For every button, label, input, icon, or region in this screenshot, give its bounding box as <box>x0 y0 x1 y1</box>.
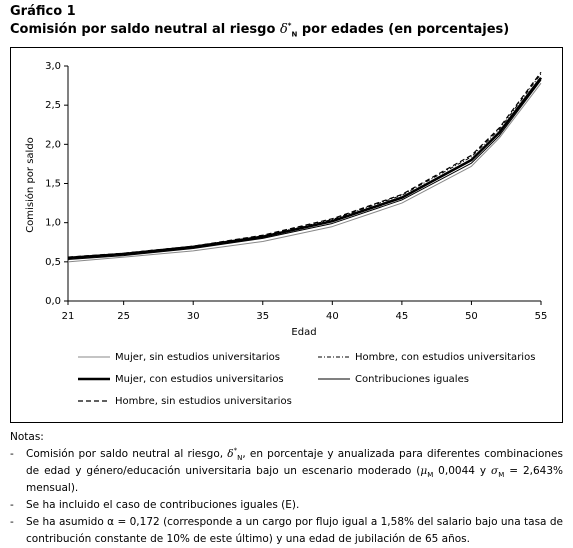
series-line <box>67 71 542 258</box>
note-text: Comisión por saldo neutral al riesgo, <box>26 448 228 460</box>
subtitle-symbol: δ <box>279 22 288 37</box>
note-text: Se ha incluido el caso de contribuciones… <box>26 499 300 511</box>
legend-label: Hombre, sin estudios universitarios <box>115 396 292 407</box>
subtitle-sub: N <box>291 30 298 39</box>
x-tick-label: 35 <box>256 311 269 322</box>
note-text: = 2,643% mensual). <box>26 465 563 494</box>
note-symbol: σ <box>491 465 499 477</box>
note-sub: N <box>237 454 243 463</box>
chart: Edad Comisión por saldo 0,0 0,5 1,0 1,5 2,0 2… <box>10 47 563 423</box>
note-text: 0,0044 y <box>433 465 492 477</box>
notes-list: Comisión por saldo neutral al riesgo, δ*… <box>10 446 563 548</box>
x-tick-label: 21 <box>62 311 75 322</box>
note-sup: * <box>233 446 238 455</box>
note-sub: M <box>498 471 505 480</box>
notes: Notas: Comisión por saldo neutral al rie… <box>10 429 563 548</box>
subtitle-text: Comisión por saldo neutral al riesgo <box>10 22 276 37</box>
series-line <box>67 76 543 260</box>
x-tick-label: 55 <box>535 311 548 322</box>
series-line <box>67 73 542 259</box>
y-tick-label: 2,0 <box>45 139 61 150</box>
series-line <box>67 82 542 263</box>
legend-label: Contribuciones iguales <box>355 374 469 385</box>
y-tick-label: 1,0 <box>45 218 61 229</box>
x-tick-label: 50 <box>465 311 478 322</box>
y-axis-label: Comisión por saldo <box>24 137 36 233</box>
series-line <box>67 79 542 260</box>
legend-label: Hombre, con estudios universitarios <box>355 352 535 363</box>
x-axis-label: Edad <box>291 327 316 338</box>
y-tick-label: 0,5 <box>45 257 61 268</box>
note: Comisión por saldo neutral al riesgo, δ*… <box>10 446 563 497</box>
x-tick-label: 45 <box>396 311 409 322</box>
note: Se ha incluido el caso de contribuciones… <box>10 497 563 514</box>
chart-frame <box>10 47 563 423</box>
note-symbol: μ <box>420 465 428 477</box>
x-tick-label: 25 <box>117 311 130 322</box>
chart-title: Gráfico 1 <box>10 4 76 19</box>
x-tick-label: 40 <box>326 311 339 322</box>
chart-subtitle: Comisión por saldo neutral al riesgo δ*N… <box>10 21 510 39</box>
legend-label: Mujer, sin estudios universitarios <box>115 352 280 363</box>
note-text: , en porcentaje y anualizada para difere… <box>26 448 563 477</box>
legend-label: Mujer, con estudios universitarios <box>115 374 284 385</box>
note-sub: M <box>427 471 434 480</box>
note-text: Se ha asumido α = 0,172 (corresponde a u… <box>26 516 563 545</box>
notes-heading: Notas: <box>10 431 44 443</box>
subtitle-sup: * <box>287 21 292 30</box>
y-tick-label: 2,5 <box>45 100 61 111</box>
note: Se ha asumido α = 0,172 (corresponde a u… <box>10 514 563 548</box>
y-tick-label: 1,5 <box>45 179 61 190</box>
note-symbol: δ <box>227 448 234 460</box>
y-tick-label: 3,0 <box>45 61 61 72</box>
y-tick-label: 0,0 <box>45 296 61 307</box>
subtitle-text: por edades (en porcentajes) <box>301 22 510 37</box>
x-tick-label: 30 <box>187 311 200 322</box>
